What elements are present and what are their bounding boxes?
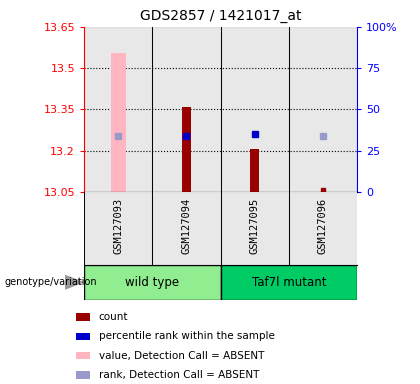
Text: GSM127095: GSM127095: [249, 198, 260, 254]
Text: wild type: wild type: [125, 276, 179, 289]
Bar: [182, 107, 191, 192]
Text: value, Detection Call = ABSENT: value, Detection Call = ABSENT: [99, 351, 264, 361]
Text: Taf7l mutant: Taf7l mutant: [252, 276, 326, 289]
Text: percentile rank within the sample: percentile rank within the sample: [99, 331, 274, 341]
Title: GDS2857 / 1421017_at: GDS2857 / 1421017_at: [140, 9, 301, 23]
Bar: [152, 192, 221, 265]
Bar: [84, 265, 220, 300]
Text: rank, Detection Call = ABSENT: rank, Detection Call = ABSENT: [99, 370, 259, 380]
Bar: [76, 333, 90, 340]
Bar: [84, 27, 152, 192]
Bar: [220, 192, 289, 265]
Text: GSM127096: GSM127096: [318, 198, 328, 254]
Bar: [76, 313, 90, 321]
Bar: [152, 27, 221, 192]
Text: genotype/variation: genotype/variation: [4, 277, 97, 287]
Bar: [84, 192, 152, 265]
Text: GSM127094: GSM127094: [181, 198, 192, 254]
Bar: [76, 352, 90, 359]
Bar: [110, 53, 126, 192]
Text: GSM127093: GSM127093: [113, 198, 123, 254]
Bar: [289, 27, 357, 192]
Bar: [76, 371, 90, 379]
Bar: [250, 149, 259, 192]
Bar: [289, 192, 357, 265]
Text: count: count: [99, 312, 128, 322]
Bar: [220, 265, 357, 300]
Bar: [220, 27, 289, 192]
Polygon shape: [65, 276, 83, 289]
